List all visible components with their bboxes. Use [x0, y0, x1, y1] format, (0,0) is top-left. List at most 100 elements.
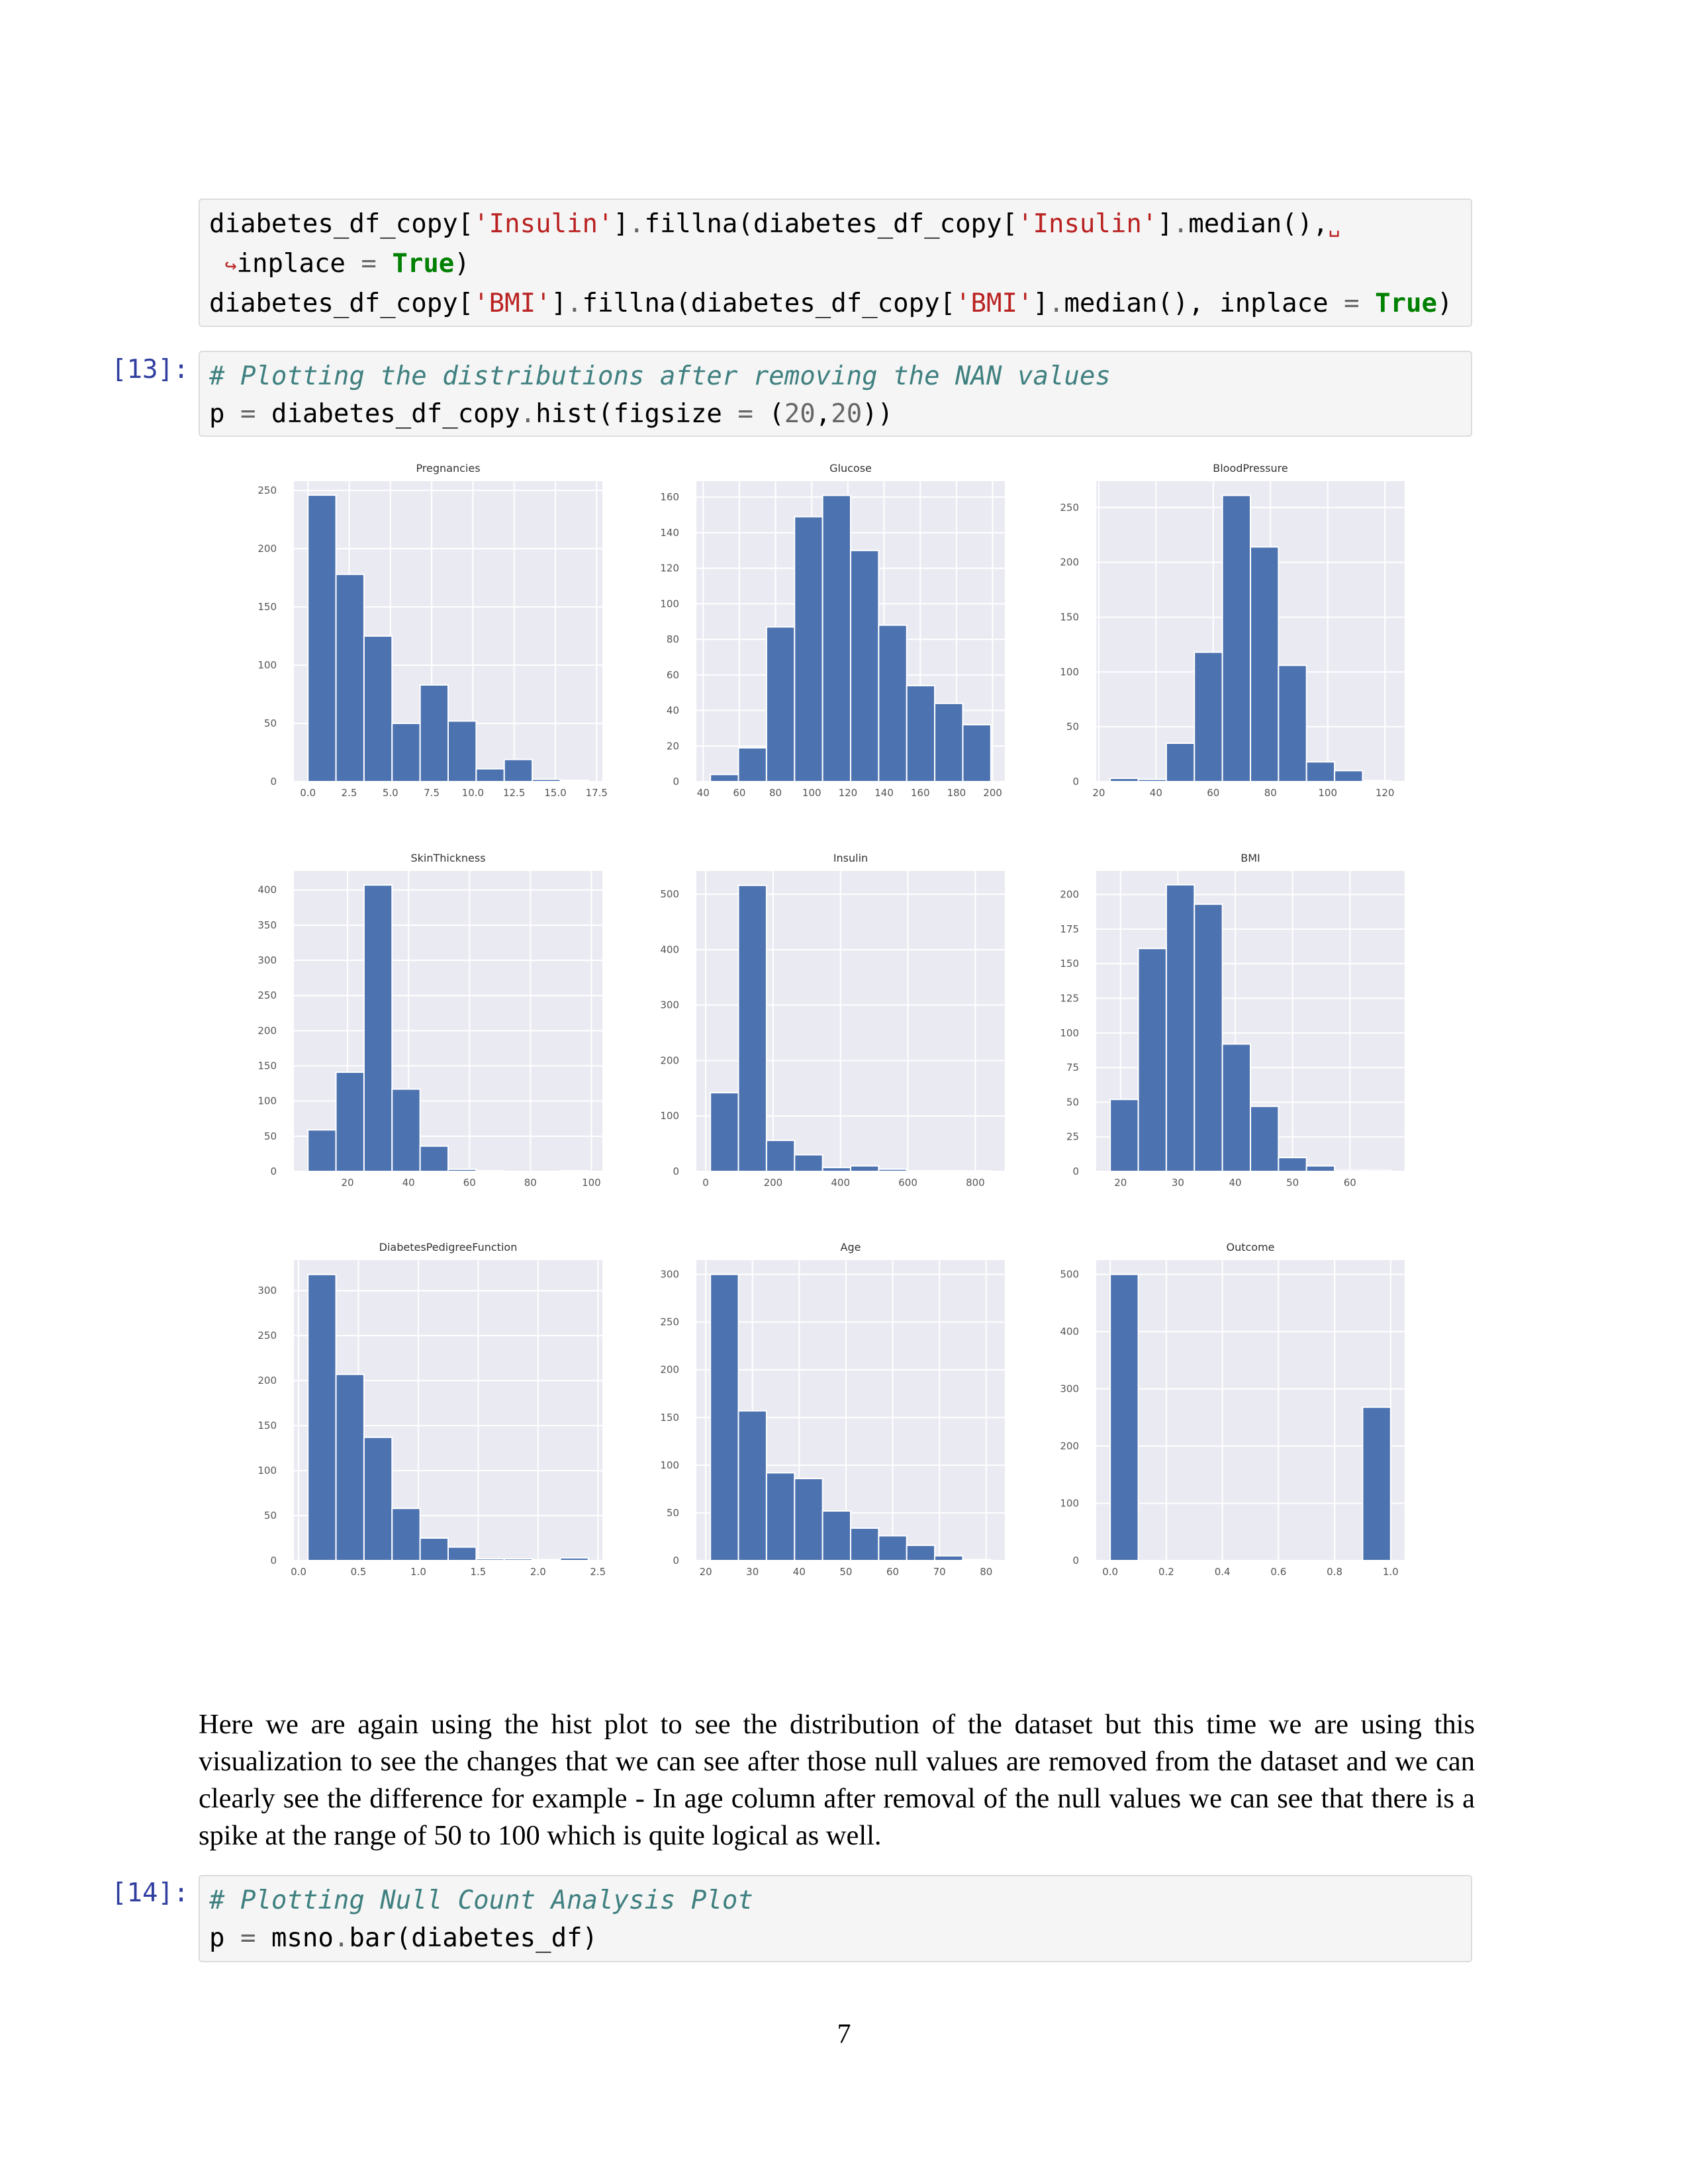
y-tick-label: 300 [660, 1269, 679, 1281]
histogram-bar [503, 1558, 534, 1562]
histogram-bar [794, 516, 823, 782]
y-tick-label: 0 [1072, 776, 1079, 788]
histogram-bar [737, 1410, 767, 1562]
histogram-bar [532, 778, 561, 782]
code-line: ↪inplace = True) [224, 249, 470, 279]
x-tick-label: 0.8 [1327, 1566, 1342, 1578]
histogram-bar [878, 1535, 908, 1562]
y-tick-label: 350 [258, 919, 277, 931]
chart-title: DiabetesPedigreeFunction [379, 1241, 518, 1253]
x-tick-label: 1.0 [1383, 1566, 1399, 1578]
y-tick-label: 250 [258, 989, 277, 1001]
histogram-bar [821, 1510, 851, 1561]
x-tick-label: 20 [1092, 787, 1105, 799]
x-tick-label: 1.5 [470, 1566, 486, 1578]
histogram-bar [363, 884, 393, 1172]
x-tick-label: 60 [1344, 1177, 1356, 1189]
histogram-bar [1250, 1105, 1280, 1173]
y-tick-label: 200 [258, 1375, 277, 1387]
x-tick-label: 160 [911, 787, 930, 799]
y-tick-label: 150 [1060, 611, 1079, 623]
code-cell: # Plotting the distributions after remov… [199, 351, 1472, 437]
y-tick-label: 120 [660, 563, 679, 574]
histogram-bar [765, 1472, 796, 1561]
x-tick-label: 1.0 [410, 1566, 426, 1578]
y-tick-label: 25 [1066, 1131, 1079, 1143]
y-tick-label: 100 [660, 1110, 679, 1122]
histogram-bar [710, 1273, 739, 1561]
y-tick-label: 300 [1060, 1383, 1079, 1395]
y-tick-label: 0 [1072, 1165, 1079, 1177]
histogram-bar [559, 1557, 589, 1561]
y-tick-label: 150 [258, 601, 277, 613]
histogram-bar [821, 1167, 851, 1172]
histogram-bar [850, 1527, 880, 1561]
histogram-bar [1362, 1406, 1391, 1562]
y-tick-label: 75 [1066, 1062, 1079, 1073]
x-tick-label: 2.5 [590, 1566, 606, 1578]
histogram-bar [1137, 948, 1167, 1172]
chart-title: SkinThickness [410, 852, 485, 864]
y-tick-label: 50 [667, 1507, 679, 1519]
histogram-bar [391, 723, 421, 782]
y-tick-label: 200 [258, 1024, 277, 1036]
x-tick-label: 40 [1150, 787, 1162, 799]
histogram-bar [962, 724, 992, 783]
y-tick-label: 150 [258, 1420, 277, 1432]
x-tick-label: 800 [966, 1177, 985, 1189]
x-tick-label: 200 [983, 787, 1002, 799]
x-tick-label: 0.4 [1215, 1566, 1231, 1578]
x-tick-label: 70 [933, 1566, 946, 1578]
histogram-bar [447, 720, 477, 782]
histogram-bar [307, 494, 337, 782]
x-tick-label: 200 [764, 1177, 783, 1189]
y-tick-label: 100 [258, 1095, 277, 1107]
histogram-bar [850, 1165, 880, 1173]
y-tick-label: 80 [667, 633, 679, 645]
y-tick-label: 0 [673, 776, 679, 788]
page-number: 7 [837, 2019, 851, 2050]
x-tick-label: 50 [839, 1566, 852, 1578]
x-tick-label: 80 [769, 787, 782, 799]
x-tick-label: 600 [898, 1177, 917, 1189]
y-tick-label: 150 [258, 1060, 277, 1072]
y-tick-label: 125 [1060, 992, 1079, 1004]
chart-title: Age [841, 1241, 861, 1253]
histogram-bar [1109, 778, 1139, 782]
x-tick-label: 60 [1207, 787, 1219, 799]
histogram-bar [906, 684, 936, 783]
y-tick-label: 100 [660, 598, 679, 610]
y-tick-label: 200 [1060, 1440, 1079, 1452]
histogram-bar [532, 1559, 561, 1561]
y-tick-label: 160 [660, 491, 679, 503]
histogram-bar [1221, 494, 1251, 782]
x-tick-label: 0.2 [1158, 1566, 1174, 1578]
x-tick-label: 0 [702, 1177, 709, 1189]
x-tick-label: 7.5 [424, 787, 440, 799]
y-tick-label: 500 [660, 888, 679, 900]
x-tick-label: 100 [802, 787, 821, 799]
x-tick-label: 2.0 [530, 1566, 546, 1578]
x-tick-label: 20 [700, 1566, 712, 1578]
chart-title: BMI [1241, 852, 1260, 864]
y-tick-label: 300 [258, 954, 277, 966]
histogram-bar [794, 1154, 823, 1172]
histogram-bar [419, 1145, 449, 1172]
x-tick-label: 60 [463, 1177, 476, 1189]
y-tick-label: 200 [660, 1054, 679, 1066]
histogram-bar [1278, 664, 1307, 783]
y-tick-label: 50 [1066, 1096, 1079, 1108]
cell-prompt: [14]: [111, 1878, 189, 1908]
y-tick-label: 150 [1060, 958, 1079, 970]
histogram-bar [1221, 1043, 1251, 1173]
chart-title: Glucose [829, 462, 872, 475]
histogram-bar [1334, 1169, 1364, 1173]
y-tick-label: 300 [258, 1285, 277, 1297]
histogram-grid: Pregnancies 0.0 2.5 5.0 7.5 10.0 12.5 15.0 17.5 0… [258, 462, 1405, 1578]
y-tick-label: 100 [660, 1459, 679, 1471]
y-tick-label: 150 [660, 1412, 679, 1424]
plot-area [1096, 1260, 1405, 1561]
histogram-bar [710, 774, 739, 782]
y-tick-label: 50 [1066, 721, 1079, 733]
y-tick-label: 0 [673, 1165, 679, 1177]
